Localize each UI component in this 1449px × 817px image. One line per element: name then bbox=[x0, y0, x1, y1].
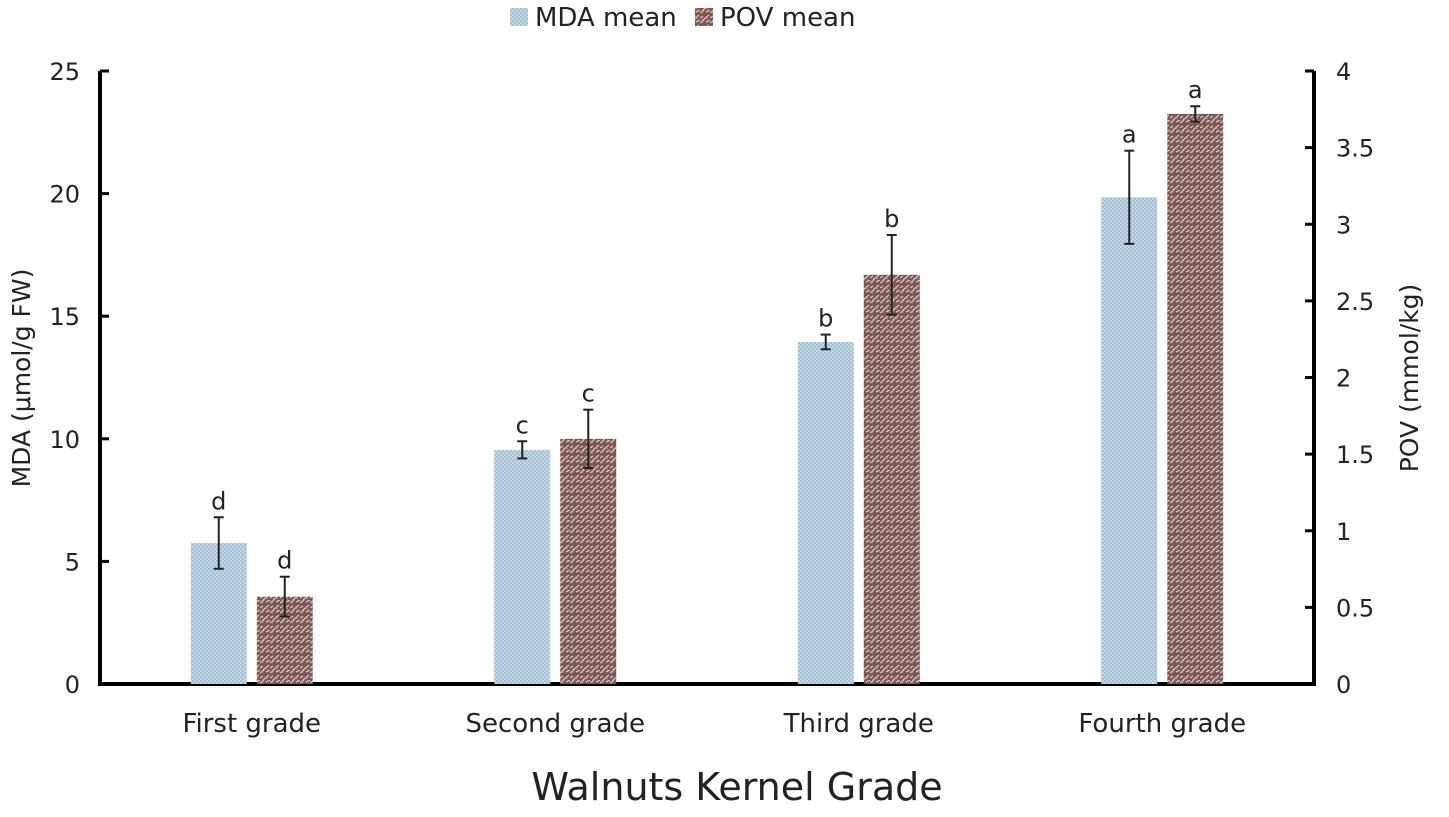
bar-mda bbox=[1101, 197, 1158, 684]
legend-label-mda: MDA mean bbox=[535, 3, 677, 33]
error-bar bbox=[279, 575, 290, 618]
y-axis-right-title: POV (mmol/kg) bbox=[1395, 284, 1424, 473]
y-left-tick-label: 25 bbox=[49, 58, 80, 86]
y-left-tick-label: 15 bbox=[49, 303, 80, 331]
x-category-label: First grade bbox=[182, 709, 321, 739]
y-left-tick-label: 10 bbox=[49, 426, 80, 454]
legend: MDA mean POV mean bbox=[510, 3, 855, 33]
bar-pov bbox=[863, 274, 920, 684]
error-bar bbox=[886, 233, 897, 316]
x-category-label: Second grade bbox=[465, 709, 645, 739]
y-right-tick-label: 2 bbox=[1336, 365, 1351, 393]
legend-label-pov: POV mean bbox=[720, 3, 855, 33]
y-axis-left-title: MDA (μmol/g FW) bbox=[7, 269, 36, 488]
y-left-tick-label: 5 bbox=[65, 548, 80, 576]
significance-letter: a bbox=[1122, 121, 1137, 149]
y-axis-right-ticks: 0 0.5 1 1.5 2 2.5 3 3.5 4 bbox=[1305, 58, 1374, 699]
bars: d d c c b b a a bbox=[190, 76, 1224, 684]
bar-mda bbox=[797, 341, 854, 684]
significance-letter: c bbox=[516, 411, 529, 439]
y-left-tick-label: 20 bbox=[49, 181, 80, 209]
significance-letter: c bbox=[582, 380, 595, 408]
y-axis-left-ticks: 0 5 10 15 20 25 bbox=[49, 58, 109, 699]
x-category-label: Fourth grade bbox=[1078, 709, 1246, 739]
x-axis-title: Walnuts Kernel Grade bbox=[531, 765, 942, 809]
bar-pov bbox=[560, 438, 617, 684]
x-axis-category-labels: First grade Second grade Third grade Fourth… bbox=[182, 709, 1246, 739]
y-right-tick-label: 0.5 bbox=[1336, 594, 1374, 622]
x-category-label: Third grade bbox=[783, 709, 934, 739]
error-bar bbox=[213, 516, 224, 570]
y-left-tick-label: 0 bbox=[65, 671, 80, 699]
significance-letter: d bbox=[211, 487, 226, 515]
y-right-tick-label: 2.5 bbox=[1336, 288, 1374, 316]
y-right-tick-label: 1 bbox=[1336, 518, 1351, 546]
y-right-tick-label: 1.5 bbox=[1336, 441, 1374, 469]
significance-letter: b bbox=[818, 305, 833, 333]
error-bar bbox=[1124, 149, 1135, 245]
y-right-tick-label: 0 bbox=[1336, 671, 1351, 699]
legend-swatch-pov bbox=[695, 8, 713, 26]
significance-letter: a bbox=[1188, 76, 1203, 104]
error-bar bbox=[820, 333, 831, 351]
bar-pov bbox=[1167, 113, 1224, 684]
y-right-tick-label: 4 bbox=[1336, 58, 1351, 86]
y-right-tick-label: 3.5 bbox=[1336, 135, 1374, 163]
bar-mda bbox=[494, 449, 551, 684]
significance-letter: d bbox=[277, 547, 292, 575]
legend-swatch-mda bbox=[510, 8, 528, 26]
y-right-tick-label: 3 bbox=[1336, 211, 1351, 239]
error-bar bbox=[583, 408, 594, 469]
significance-letter: b bbox=[884, 205, 899, 233]
error-bar bbox=[517, 440, 528, 460]
error-bar bbox=[1190, 105, 1201, 123]
